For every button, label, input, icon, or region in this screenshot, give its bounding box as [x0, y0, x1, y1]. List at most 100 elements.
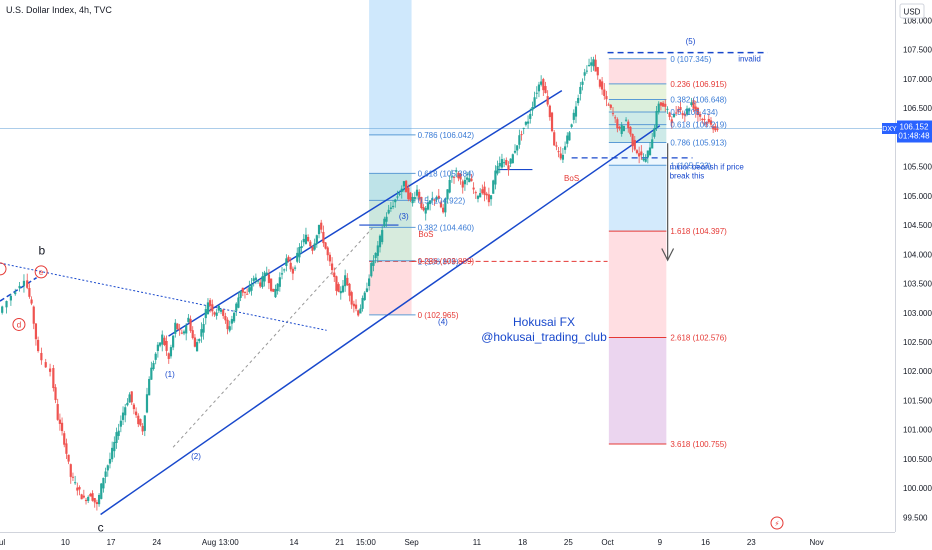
time-tick-label: 21: [335, 538, 344, 547]
candle-body: [18, 285, 21, 289]
fib-level-label: 0.786 (106.042): [418, 131, 475, 140]
candle-body: [198, 338, 201, 342]
candle-body: [241, 287, 244, 293]
candle-body: [601, 81, 604, 90]
price-tick-label: 105.000: [903, 192, 932, 201]
candle-body: [372, 260, 375, 266]
candle-body: [707, 118, 710, 123]
candle-body: [320, 222, 323, 230]
candle-body: [537, 84, 541, 92]
wave-1-label: (1): [165, 370, 175, 379]
price-tick-label: 103.500: [903, 280, 932, 289]
candle-body: [191, 330, 194, 338]
candle-body: [335, 276, 338, 291]
triangle-line: [0, 262, 327, 331]
candle-body: [76, 487, 79, 491]
candle-body: [533, 97, 536, 107]
candle-body: [219, 309, 223, 312]
candle-body: [58, 419, 61, 424]
candle-body: [498, 162, 501, 167]
note-line2: break this: [670, 171, 705, 180]
watermark-line2: @hokusai_trading_club: [481, 330, 607, 344]
candle-body: [622, 125, 625, 132]
candle-body: [32, 306, 35, 324]
candle-body: [574, 106, 578, 117]
symbol-title[interactable]: U.S. Dollar Index, 4h, TVC: [6, 5, 112, 15]
candle-body: [577, 97, 580, 104]
candle-body: [300, 245, 303, 249]
candle-body: [614, 117, 617, 119]
candle-body: [22, 280, 26, 286]
candle-body: [500, 159, 504, 168]
candle-body: [385, 216, 388, 222]
candle-body: [712, 126, 715, 130]
time-tick-label: Oct: [601, 538, 614, 547]
candle-body: [487, 194, 490, 203]
candle-body: [237, 297, 240, 308]
candle-body: [121, 412, 125, 420]
candle-body: [415, 189, 419, 196]
candle-body: [426, 202, 430, 210]
candle-body: [180, 332, 183, 334]
candle-body: [296, 252, 299, 262]
candle-body: [161, 334, 164, 345]
price-tag-symbol: DXY: [882, 126, 897, 133]
candle-body: [518, 135, 521, 145]
candle-body: [339, 290, 342, 294]
candle-body: [252, 278, 255, 281]
candle-body: [405, 180, 408, 193]
candle-body: [701, 118, 704, 120]
candle-body: [224, 316, 227, 321]
fib-zone: [369, 260, 412, 315]
candle-body: [511, 154, 514, 164]
candle-body: [618, 126, 621, 129]
fib-extension-label: 0.382 (106.648): [670, 96, 727, 105]
candle-body: [444, 198, 447, 213]
candle-body: [605, 96, 608, 100]
time-tick-label: Sep: [404, 538, 419, 547]
candle-body: [163, 337, 166, 345]
candle-body: [531, 107, 534, 111]
candle-body: [642, 158, 645, 161]
price-tick-label: 101.000: [903, 426, 932, 435]
candle-body: [653, 128, 656, 137]
watermark-line1: Hokusai FX: [513, 315, 575, 329]
fib-extension-label: 0.786 (105.913): [670, 138, 727, 147]
candle-body: [483, 186, 486, 195]
candle-body: [513, 150, 517, 153]
candle-body: [344, 275, 347, 287]
candle-body: [407, 187, 410, 200]
candle-body: [677, 109, 680, 112]
channel-lower-line: [100, 125, 661, 516]
fib-extension-label: 0 (107.345): [670, 55, 711, 64]
candle-body: [428, 200, 432, 205]
candle-body: [302, 238, 305, 243]
candle-body: [598, 79, 602, 87]
time-tick-label: 18: [518, 538, 527, 547]
candle-body: [546, 96, 549, 105]
currency-badge[interactable]: [899, 3, 925, 19]
candle-body: [108, 458, 112, 464]
candle-body: [28, 288, 31, 297]
candle-body: [169, 347, 173, 357]
fib-extension-label: 2.618 (102.576): [670, 334, 727, 343]
invalid-label: invalid: [738, 54, 761, 63]
candle-body: [352, 303, 355, 307]
candle-body: [553, 132, 556, 146]
time-tick-label: 25: [564, 538, 573, 547]
wave-guide-line: [172, 227, 373, 448]
time-tick-label: 11: [473, 538, 482, 547]
candle-body: [37, 339, 40, 351]
candle-body: [376, 245, 379, 256]
fib-extension-zone: [608, 165, 667, 232]
candle-body: [152, 363, 155, 370]
price-tick-label: 99.500: [903, 513, 928, 522]
candle-body: [130, 391, 133, 403]
candle-body: [187, 317, 190, 323]
candle-body: [113, 441, 116, 452]
alert-icon[interactable]: [770, 516, 784, 530]
candle-body: [394, 199, 397, 203]
candle-body: [381, 230, 384, 243]
